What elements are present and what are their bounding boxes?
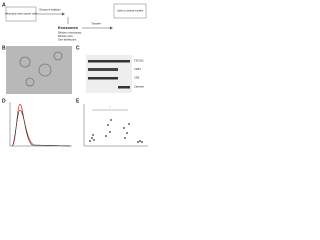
method: Size distribution: [58, 38, 77, 42]
figure: A Head and neck cancer cells Exosome iso…: [2, 2, 148, 147]
vesicle: [25, 77, 35, 87]
panel-label: D: [2, 98, 6, 104]
marker: CD63: [134, 67, 141, 71]
arrow-head: [62, 12, 65, 16]
box-text: Cells or animal models: [117, 9, 144, 13]
transfer-text: Transfer: [91, 22, 101, 26]
product-text: Exosomes: [58, 25, 79, 30]
curve: [11, 109, 71, 147]
vesicle: [19, 56, 31, 68]
panel-label: E: [76, 98, 80, 104]
vesicle: [38, 63, 52, 77]
band: [118, 86, 130, 89]
dots: [89, 119, 143, 143]
vesicle: [53, 51, 63, 61]
marker: CD9: [134, 76, 140, 80]
marker: TSG101: [134, 59, 144, 63]
method: Electron microscopy: [58, 31, 82, 35]
marker: Calnexin: [134, 85, 145, 89]
band: [88, 60, 130, 63]
step-text: Exosome isolation: [39, 8, 61, 12]
panel-label: C: [76, 45, 80, 51]
significance: *: [109, 106, 110, 110]
band: [88, 77, 118, 80]
band: [88, 68, 118, 71]
panel-label: B: [2, 45, 6, 51]
box-text: Head and neck cancer cells: [5, 12, 38, 16]
arrow-head: [110, 26, 113, 30]
method: Western blot: [58, 34, 73, 38]
box: [113, 3, 147, 19]
panel-label: A: [2, 2, 6, 8]
